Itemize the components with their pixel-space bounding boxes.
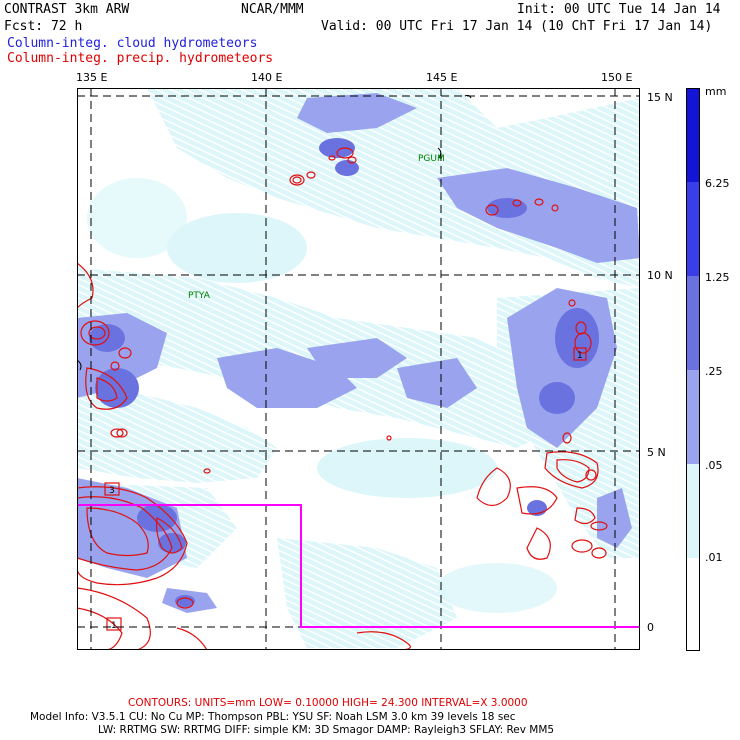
footer-contours: CONTOURS: UNITS=mm LOW= 0.10000 HIGH= 24… — [128, 697, 528, 709]
colorbar-band-6 — [686, 558, 700, 651]
lat-label-10n: 10 N — [647, 269, 673, 282]
colorbar-band-5 — [686, 464, 700, 558]
footer-model-info-2: LW: RRTMG SW: RRTMG DIFF: simple KM: 3D … — [98, 724, 555, 736]
colorbar-band-3 — [686, 276, 700, 370]
field-label-precip: Column-integ. precip. hydrometeors — [7, 51, 274, 66]
colorbar-level-3: .25 — [705, 365, 723, 378]
lon-label-135: 135 E — [76, 71, 108, 84]
colorbar — [686, 88, 700, 651]
colorbar-band-4 — [686, 370, 700, 464]
header-valid: Valid: 00 UTC Fri 17 Jan 14 (10 ChT Fri … — [321, 19, 713, 34]
header-init: Init: 00 UTC Tue 14 Jan 14 — [517, 2, 721, 17]
footer-model-info-1: Model Info: V3.5.1 CU: No Cu MP: Thompso… — [30, 711, 516, 723]
colorbar-level-1: 6.25 — [705, 177, 730, 190]
lat-label-15n: 15 N — [647, 91, 673, 104]
colorbar-units: mm — [705, 85, 727, 98]
lat-label-5n: 5 N — [647, 446, 666, 459]
colorbar-level-4: .05 — [705, 459, 723, 472]
inset-domain-box — [77, 504, 640, 628]
lat-label-0: 0 — [647, 621, 654, 634]
lon-label-150: 150 E — [601, 71, 633, 84]
lon-label-140: 140 E — [251, 71, 283, 84]
colorbar-band-1 — [686, 88, 700, 182]
precip-contours — [77, 147, 608, 650]
contour-label-1b: 1 — [111, 621, 117, 631]
header-title: CONTRAST 3km ARW — [4, 2, 130, 17]
cloud-light-patches — [87, 178, 557, 613]
header-fcst: Fcst: 72 h — [4, 19, 83, 34]
contour-label-3: 3 — [109, 486, 115, 496]
colorbar-band-2 — [686, 182, 700, 276]
map-frame — [77, 88, 640, 650]
lat-lon-grid — [77, 88, 640, 650]
place-label-ptya: PTYA — [188, 291, 211, 301]
field-label-cloud: Column-integ. cloud hydrometeors — [7, 36, 258, 51]
lon-label-145: 145 E — [426, 71, 458, 84]
place-label-pgum: PGUM — [418, 154, 445, 164]
contour-label-1a: 1 — [577, 351, 583, 361]
forecast-map: PGUM PTYA 3 1 1 — [77, 88, 640, 650]
colorbar-level-2: 1.25 — [705, 271, 730, 284]
header-org: NCAR/MMM — [241, 2, 304, 17]
colorbar-level-5: .01 — [705, 551, 723, 564]
